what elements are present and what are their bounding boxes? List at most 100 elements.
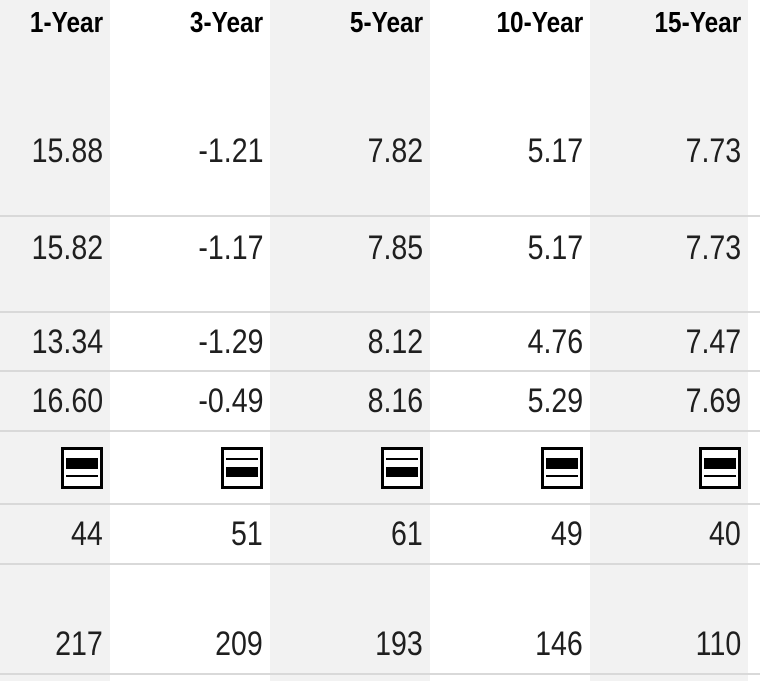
cell-value: 7.69 <box>685 382 741 420</box>
table-right-gutter <box>748 505 760 563</box>
table-cell: 5.17 <box>430 217 590 311</box>
quartile-band <box>66 451 98 458</box>
quartile-band-divider <box>226 466 258 469</box>
quartile-band <box>66 468 98 475</box>
table-right-gutter <box>748 372 760 430</box>
table-right-gutter <box>748 0 760 110</box>
quartile-band <box>226 468 258 475</box>
fund-count-row: 217 209 193 146 110 <box>0 565 760 675</box>
table-cell: 7.73 <box>590 217 748 311</box>
return-row-4: 16.60 -0.49 8.16 5.29 7.69 <box>0 372 760 432</box>
table-cell: 51 <box>110 505 270 563</box>
quartile-band <box>386 460 418 467</box>
strip-cell <box>110 675 270 681</box>
cell-value: 61 <box>391 515 423 553</box>
quartile-band-divider <box>226 458 258 460</box>
table-cell: 44 <box>0 505 110 563</box>
cell-value: -0.49 <box>197 382 263 420</box>
strip-cell <box>270 675 430 681</box>
table-cell: 146 <box>430 565 590 673</box>
strip-cell <box>430 675 590 681</box>
strip-cell <box>590 675 748 681</box>
table-cell: 7.47 <box>590 313 748 370</box>
table-cell <box>0 432 110 503</box>
quartile-band <box>386 477 418 484</box>
table-cell: 16.60 <box>0 372 110 430</box>
cell-value: 7.82 <box>367 132 423 170</box>
quartile-band <box>704 460 736 467</box>
header-cell-15-year: 15-Year <box>590 0 748 110</box>
quartile-band-divider <box>546 475 578 477</box>
table-cell: 110 <box>590 565 748 673</box>
quartile-band <box>66 477 98 484</box>
table-cell: 15.82 <box>0 217 110 311</box>
table-cell: 5.29 <box>430 372 590 430</box>
table-cell: 15.88 <box>0 110 110 215</box>
cell-value: -1.29 <box>197 322 263 361</box>
column-header-label: 10-Year <box>496 7 583 39</box>
table-cell: 7.69 <box>590 372 748 430</box>
quartile-band <box>704 468 736 475</box>
cell-value: 8.16 <box>367 382 423 420</box>
cell-value: 5.29 <box>527 382 583 420</box>
quartile-band <box>226 460 258 467</box>
table-cell <box>110 432 270 503</box>
quartile-band-divider <box>66 475 98 477</box>
header-cell-10-year: 10-Year <box>430 0 590 110</box>
table-right-gutter <box>748 565 760 673</box>
quartile-band <box>704 451 736 458</box>
return-row-1: 15.88 -1.21 7.82 5.17 7.73 <box>0 110 760 217</box>
quartile-band-divider <box>386 458 418 460</box>
quartile-band <box>546 477 578 484</box>
table-right-gutter <box>748 110 760 215</box>
return-row-3: 13.34 -1.29 8.12 4.76 7.47 <box>0 313 760 372</box>
quartile-band <box>704 477 736 484</box>
cell-value: 7.85 <box>367 229 423 267</box>
table-cell <box>590 432 748 503</box>
table-cell: 8.16 <box>270 372 430 430</box>
cell-value: 49 <box>551 515 583 553</box>
quartile-band <box>386 468 418 475</box>
cell-value: 217 <box>55 625 103 663</box>
quartile-band-divider <box>226 475 258 477</box>
table-cell: 5.17 <box>430 110 590 215</box>
quartile-band-divider <box>66 466 98 469</box>
cell-value: 8.12 <box>367 322 423 361</box>
cell-value: 51 <box>231 515 263 553</box>
quartile-band-divider <box>704 466 736 469</box>
quartile-band-divider <box>704 475 736 477</box>
table-cell: 193 <box>270 565 430 673</box>
table-cell: -1.17 <box>110 217 270 311</box>
quartile-band-divider <box>546 466 578 469</box>
column-header-label: 15-Year <box>654 7 741 39</box>
column-header-label: 3-Year <box>189 7 263 39</box>
quartile-band-divider <box>386 466 418 469</box>
column-header-label: 5-Year <box>349 7 423 39</box>
table-cell: 4.76 <box>430 313 590 370</box>
quartile-band <box>386 451 418 458</box>
table-bottom-strip <box>0 675 760 681</box>
table-right-gutter <box>748 217 760 311</box>
header-cell-3-year: 3-Year <box>110 0 270 110</box>
table-cell: 7.85 <box>270 217 430 311</box>
quartile-band <box>546 451 578 458</box>
table-right-gutter <box>748 675 760 681</box>
cell-value: 15.88 <box>31 132 103 170</box>
performance-quartile-icon-q2 <box>699 446 741 489</box>
table-cell: 209 <box>110 565 270 673</box>
percentile-rank-row: 44 51 61 49 40 <box>0 505 760 565</box>
return-row-2: 15.82 -1.17 7.85 5.17 7.73 <box>0 217 760 313</box>
performance-quartile-icon-q2 <box>541 446 583 489</box>
quartile-band <box>226 477 258 484</box>
quartile-band <box>546 468 578 475</box>
cell-value: 193 <box>375 625 423 663</box>
table-cell <box>430 432 590 503</box>
table-cell: 40 <box>590 505 748 563</box>
table-cell: 49 <box>430 505 590 563</box>
cell-value: 15.82 <box>31 229 103 267</box>
performance-quartile-icon-q3 <box>381 446 423 489</box>
table-cell: 7.82 <box>270 110 430 215</box>
header-cell-1-year: 1-Year <box>0 0 110 110</box>
cell-value: 5.17 <box>527 132 583 170</box>
